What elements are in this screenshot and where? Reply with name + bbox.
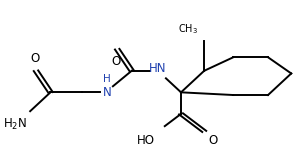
Text: HO: HO <box>137 134 155 147</box>
Text: O: O <box>209 134 218 147</box>
Text: O: O <box>111 55 120 68</box>
Text: O: O <box>30 52 39 65</box>
Text: HN: HN <box>149 62 167 75</box>
Text: N: N <box>103 86 111 99</box>
Text: H: H <box>103 74 111 84</box>
Text: CH$_3$: CH$_3$ <box>178 22 199 36</box>
Text: H$_2$N: H$_2$N <box>3 117 27 132</box>
